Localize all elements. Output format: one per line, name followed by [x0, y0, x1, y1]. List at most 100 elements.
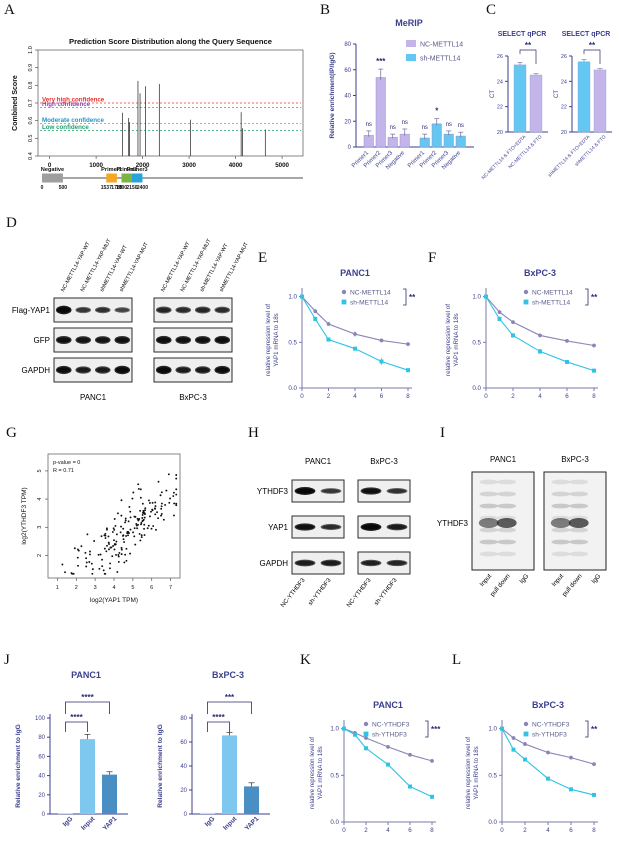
scatter-point — [160, 513, 163, 515]
legend-label-0: NC-METTL14 — [350, 289, 391, 296]
panelK-xtick: 6 — [408, 827, 412, 834]
scatter-point — [150, 510, 152, 513]
data-point — [511, 320, 515, 325]
panelG-ytick: 4 — [37, 498, 43, 501]
scatter-point — [124, 553, 127, 556]
panelA-xtick: 2000 — [136, 162, 150, 169]
data-point — [538, 333, 542, 338]
scatter-point — [141, 514, 144, 516]
panelC-sig-1: ** — [589, 41, 596, 50]
series-line-sh-METTL14 — [301, 296, 409, 371]
scatter-point — [150, 527, 153, 530]
sig-ns: ns — [390, 125, 396, 131]
panelA-xtick: 0 — [48, 162, 52, 169]
sig-bracket-0 — [519, 49, 537, 64]
panelL-xtick: 2 — [523, 827, 527, 834]
scatter-point — [117, 512, 119, 515]
scatter-point — [143, 523, 146, 526]
scatter-point — [120, 546, 123, 549]
scatter-point — [112, 545, 115, 547]
scatter-point — [115, 540, 118, 543]
scatter-point — [151, 501, 154, 504]
scatter-point — [84, 551, 87, 554]
scatter-frame — [47, 453, 181, 579]
legend-marker-0 — [363, 721, 369, 727]
data-point — [511, 333, 515, 338]
panel-b-merip-chart: MeRIP 0 20 40 60 80 Relative enrichment(IP/IgG… — [322, 14, 484, 204]
panelJ-ytick: 60 — [38, 754, 45, 760]
panelC-sig-0: ** — [525, 41, 532, 50]
panelF-xtick: 6 — [565, 393, 569, 400]
bar-sh-METTL14-Negative — [455, 135, 466, 148]
legend-swatch-1 — [406, 54, 416, 61]
scatter-point — [175, 474, 178, 476]
scatter-point — [73, 547, 76, 550]
data-point — [408, 752, 412, 757]
panelF-xtick: 2 — [511, 393, 515, 400]
scatter-point — [160, 514, 162, 517]
panelE-ytick: 1.0 — [288, 294, 297, 301]
sig-*: * — [435, 107, 439, 116]
scatter-point — [119, 531, 122, 534]
scatter-point — [169, 497, 172, 500]
scatter-point — [165, 489, 168, 492]
panelJ-ytick: 80 — [180, 716, 187, 722]
bar-j1-YAP1 — [244, 786, 259, 814]
panelA-ylabel: Combined Score — [12, 75, 19, 131]
bar-j0-YAP1 — [102, 774, 117, 814]
scatter-point — [157, 480, 160, 483]
panelA-ytick: 0.7 — [28, 99, 34, 107]
track-coord: 500 — [59, 185, 68, 191]
data-point — [353, 332, 357, 336]
scatter-point — [105, 550, 108, 553]
panelD-group-PANC1: PANC1 — [80, 393, 107, 402]
scatter-point — [142, 510, 145, 513]
panelG-xlabel: log2(YAP1 TPM) — [90, 597, 138, 604]
data-point — [364, 746, 368, 751]
panelL-ytick: 1.0 — [488, 726, 497, 733]
blot-row-label-GAPDH: GAPDH — [22, 366, 51, 375]
panelI-lane-4: pull down — [561, 572, 584, 598]
scatter-point — [141, 502, 144, 505]
scatter-point — [108, 543, 110, 545]
panelB-ytick: 0 — [348, 145, 352, 151]
scatter-point — [139, 539, 142, 542]
data-point — [565, 339, 569, 343]
scatter-point — [85, 561, 88, 564]
bar-j1-IgG — [200, 812, 215, 814]
panelC-ytick: 26 — [497, 54, 503, 60]
panelG-xtick: 5 — [131, 585, 134, 591]
scatter-point — [148, 499, 150, 502]
scatter-point — [140, 534, 143, 537]
panelA-ytick: 1.0 — [28, 46, 34, 54]
legend-swatch-0 — [406, 40, 416, 47]
scatter-point — [106, 528, 108, 531]
data-point — [300, 294, 304, 299]
panelH-lane-2: NC-YTHDF3 — [345, 576, 372, 608]
panel-label-K: K — [300, 652, 311, 668]
data-point — [497, 316, 502, 321]
scatter-point — [120, 514, 123, 517]
scatter-point — [125, 559, 128, 562]
data-point — [500, 726, 504, 731]
scatter-point — [148, 501, 151, 504]
panelJ-ytick: 20 — [180, 788, 187, 794]
scatter-point — [151, 508, 154, 511]
panelI-group-PANC1: PANC1 — [490, 455, 517, 464]
panelJ-ytick: 100 — [35, 716, 46, 722]
sig-bracket — [403, 288, 407, 306]
panelE-xtick: 2 — [327, 393, 331, 400]
scatter-point — [118, 551, 121, 554]
bar-c1-1 — [593, 69, 607, 133]
scatter-point — [72, 572, 75, 575]
panelK-sig: *** — [431, 725, 441, 734]
panelH-lane-0: NC-YTHDF3 — [279, 576, 306, 608]
legend-marker-1 — [523, 299, 529, 305]
scatter-point — [124, 519, 127, 522]
scatter-point — [127, 534, 130, 537]
scatter-point — [164, 504, 167, 506]
panelE-xtick: 6 — [380, 393, 384, 400]
scatter-point — [109, 562, 112, 565]
panelG-ytick: 3 — [37, 526, 43, 529]
